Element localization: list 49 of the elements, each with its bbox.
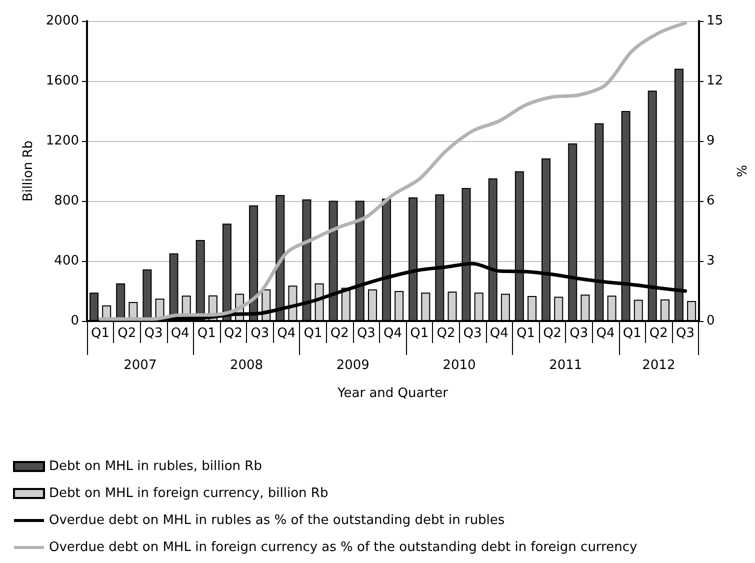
x-tick-label: Q3 <box>676 326 695 341</box>
y-tick-label: 0 <box>70 314 79 328</box>
x-tick-label: Q3 <box>356 326 376 341</box>
text: 2010 <box>442 358 476 373</box>
text: 2012 <box>642 358 676 373</box>
x-tick-label: Q1 <box>197 326 216 341</box>
y2-axis-title: % <box>733 164 748 178</box>
x-tick-label: Q2 <box>436 326 456 341</box>
x-tick-label: Q1 <box>304 326 322 341</box>
y2-tick-label: 15 <box>706 14 724 28</box>
y-tick-label: 400 <box>54 254 79 268</box>
x-tick-label: Q4 <box>384 326 402 341</box>
x-tick-label: Q4 <box>170 326 190 341</box>
x-tick-label: Q3 <box>144 326 163 341</box>
x-tick-label: Q4 <box>277 326 296 341</box>
x-tick-label: Q2 <box>330 326 349 341</box>
legend-label: Debt on MHL in rubles, billion Rb <box>49 459 262 474</box>
text: 2009 <box>336 358 370 373</box>
x-axis-title: Year and Quarter <box>336 386 449 401</box>
x-tick-label: Q2 <box>224 326 242 341</box>
x-tick-label: Q4 <box>490 326 508 341</box>
y2-tick-label: 0 <box>706 314 715 328</box>
text: 2008 <box>230 358 264 373</box>
legend-label: Overdue debt on MHL in foreign currency as % of the outstanding debt in foreign currency <box>49 540 638 555</box>
y2-tick-label: 9 <box>706 134 715 148</box>
x-tick-label: Q1 <box>516 326 535 341</box>
x-tick-label: Q3 <box>570 326 588 341</box>
x-tick-label: Q2 <box>543 326 562 341</box>
y-tick-label: 2000 <box>46 14 79 28</box>
x-tick-label: Q1 <box>410 326 429 341</box>
y2-tick-label: 6 <box>706 194 715 208</box>
x-tick-label: Q1 <box>91 326 110 341</box>
x-tick-label: Q2 <box>649 326 668 341</box>
line-series <box>98 21 688 321</box>
text: 2007 <box>124 358 157 373</box>
legend-label: Overdue debt on MHL in rubles as % of the outstanding debt in rubles <box>49 513 505 528</box>
y-tick-label: 800 <box>54 194 79 208</box>
x-tick-label: Q1 <box>622 326 642 341</box>
y-tick-label: 1600 <box>46 74 79 88</box>
text: 2011 <box>549 358 582 373</box>
x-tick-label: Q2 <box>118 326 136 341</box>
x-tick-label: Q4 <box>596 326 615 341</box>
legend-label: Debt on MHL in foreign currency, billion Rb <box>49 486 328 501</box>
y2-tick-label: 12 <box>706 74 724 88</box>
y-axis-title: Billion Rb <box>21 140 36 202</box>
y-tick-label: 1200 <box>46 134 79 148</box>
x-tick-label: Q3 <box>250 326 270 341</box>
y2-tick-label: 3 <box>706 254 715 268</box>
x-tick-label: Q3 <box>463 326 482 341</box>
